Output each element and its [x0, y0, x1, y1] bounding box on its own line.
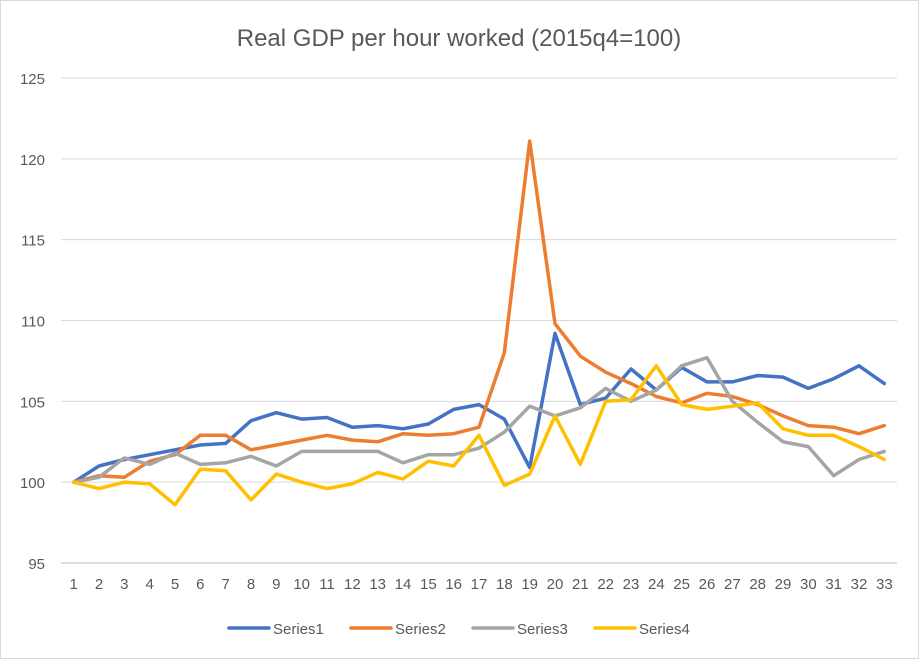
series-line-series1	[71, 331, 887, 484]
x-tick-label: 20	[547, 576, 564, 593]
x-tick-label: 1	[69, 576, 77, 593]
chart-title: Real GDP per hour worked (2015q4=100)	[237, 25, 682, 52]
series-lines	[71, 139, 887, 507]
series-line-series2	[71, 139, 887, 484]
x-tick-label: 30	[800, 576, 817, 593]
x-tick-label: 2	[95, 576, 103, 593]
series-line-series3	[71, 355, 887, 484]
gridlines	[61, 77, 897, 564]
x-tick-label: 21	[572, 576, 589, 593]
legend-entry: Series4	[639, 621, 690, 638]
y-tick-label: 125	[20, 71, 45, 88]
x-tick-label: 16	[445, 576, 462, 593]
y-axis: 95 100 105 110 115 120 125	[20, 71, 45, 573]
legend-entry: Series2	[395, 621, 446, 638]
x-tick-label: 24	[648, 576, 665, 593]
y-tick-label: 100	[20, 475, 45, 492]
y-tick-label: 110	[21, 314, 45, 331]
legend-entry: Series1	[273, 621, 324, 638]
x-tick-label: 15	[420, 576, 437, 593]
y-tick-label: 115	[21, 233, 45, 250]
y-tick-label: 105	[20, 394, 45, 411]
x-tick-label: 19	[521, 576, 538, 593]
x-tick-label: 28	[749, 576, 766, 593]
x-tick-label: 12	[344, 576, 361, 593]
x-tick-label: 13	[369, 576, 386, 593]
x-tick-label: 18	[496, 576, 513, 593]
x-tick-label: 23	[623, 576, 640, 593]
x-tick-label: 17	[471, 576, 488, 593]
x-tick-label: 14	[395, 576, 412, 593]
x-tick-label: 32	[851, 576, 868, 593]
x-tick-label: 7	[221, 576, 229, 593]
x-tick-label: 8	[247, 576, 255, 593]
x-tick-label: 27	[724, 576, 741, 593]
x-tick-label: 11	[319, 576, 335, 593]
x-tick-label: 9	[272, 576, 280, 593]
legend: Series1 Series2 Series3 Series4	[227, 621, 690, 638]
x-tick-label: 25	[673, 576, 690, 593]
x-tick-label: 22	[597, 576, 614, 593]
y-tick-label: 95	[28, 556, 45, 573]
x-tick-label: 29	[775, 576, 792, 593]
series-line-series4	[71, 364, 887, 507]
x-tick-label: 26	[699, 576, 716, 593]
x-axis: 1 2 3 4 5 6 7 8 9 10 11 12 13 14 15 16 17 18 19 20 21 22 23 24 2…	[69, 576, 892, 593]
legend-entry: Series3	[517, 621, 568, 638]
y-tick-label: 120	[20, 152, 45, 169]
x-tick-label: 31	[825, 576, 842, 593]
x-tick-label: 6	[196, 576, 204, 593]
x-tick-label: 4	[145, 576, 153, 593]
x-tick-label: 10	[293, 576, 310, 593]
x-tick-label: 33	[876, 576, 893, 593]
x-tick-label: 5	[171, 576, 179, 593]
x-tick-label: 3	[120, 576, 128, 593]
